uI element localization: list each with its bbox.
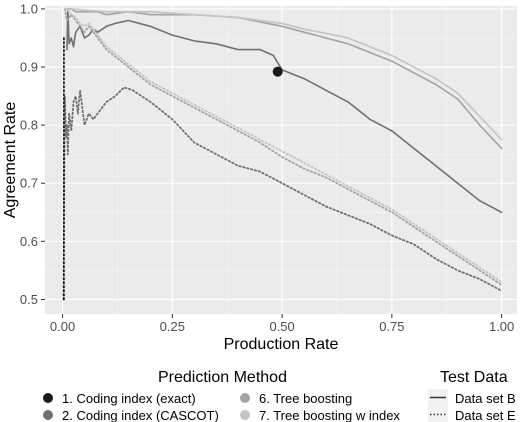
x-tick-label: 0.25 bbox=[160, 319, 185, 334]
point-coding-index-exact bbox=[272, 66, 283, 77]
series-7-tree-boosting-w-index-data-set-b bbox=[66, 8, 503, 141]
series-2-coding-index-cascot-data-set-e bbox=[62, 86, 503, 301]
y-tick-label: 0.7 bbox=[20, 176, 38, 191]
grid-minor bbox=[45, 6, 517, 314]
legend-method-key-3 bbox=[240, 393, 250, 403]
legend-method-key-4 bbox=[240, 410, 250, 420]
legend-method-label-1: 1. Coding index (exact) bbox=[62, 391, 196, 406]
x-tick-label: 0.75 bbox=[379, 319, 404, 334]
legend-method-title: Prediction Method bbox=[158, 369, 287, 386]
y-tick-label: 0.6 bbox=[20, 234, 38, 249]
legend-method-item-3: 6. Tree boosting bbox=[240, 391, 352, 406]
legend-method-item-2: 2. Coding index (CASCOT) bbox=[43, 408, 219, 422]
y-axis-ticks: 0.5 0.6 0.7 0.8 0.9 1.0 bbox=[20, 1, 45, 307]
legend-method-key-2 bbox=[43, 410, 53, 420]
y-tick-label: 0.5 bbox=[20, 292, 38, 307]
legend-test-label-b: Data set B bbox=[455, 391, 516, 406]
legend-method-key-1 bbox=[43, 393, 53, 403]
plot-panel bbox=[45, 6, 517, 314]
points-layer bbox=[272, 66, 283, 77]
legend-method-item-4: 7. Tree boosting w index bbox=[240, 408, 400, 422]
legend-method-item-1: 1. Coding index (exact) bbox=[43, 391, 196, 406]
x-tick-label: 0.00 bbox=[50, 319, 75, 334]
series-layer bbox=[62, 7, 503, 301]
x-tick-label: 1.00 bbox=[489, 319, 514, 334]
y-axis-title: Agreement Rate bbox=[2, 102, 19, 219]
legend-method-label-3: 6. Tree boosting bbox=[259, 391, 352, 406]
x-tick-label: 0.50 bbox=[269, 319, 294, 334]
legend-test-item-e: Data set E bbox=[428, 406, 516, 422]
series-7-tree-boosting-w-index-data-set-e bbox=[63, 7, 503, 283]
x-axis-ticks: 0.00 0.25 0.50 0.75 1.00 bbox=[50, 314, 514, 334]
series-2-coding-index-cascot-data-set-b bbox=[66, 8, 503, 214]
x-axis-title: Production Rate bbox=[224, 336, 339, 353]
series-6-tree-boosting-data-set-e bbox=[63, 7, 503, 286]
legend-test-title: Test Data bbox=[440, 369, 508, 386]
y-tick-label: 0.8 bbox=[20, 118, 38, 133]
y-tick-label: 0.9 bbox=[20, 60, 38, 75]
legend-method-label-2: 2. Coding index (CASCOT) bbox=[62, 408, 219, 422]
y-tick-label: 1.0 bbox=[20, 1, 38, 16]
legend-test-label-e: Data set E bbox=[455, 408, 516, 422]
series-6-tree-boosting-data-set-b bbox=[66, 8, 503, 150]
legend-test-item-b: Data set B bbox=[428, 389, 516, 406]
legend-method-label-4: 7. Tree boosting w index bbox=[259, 408, 400, 422]
